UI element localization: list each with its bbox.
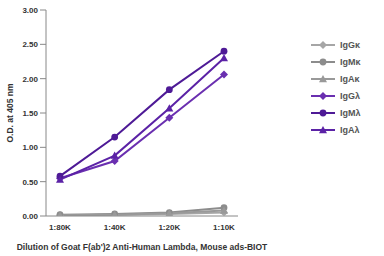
svg-text:1:10K: 1:10K <box>213 223 235 232</box>
svg-text:1:20K: 1:20K <box>158 223 180 232</box>
svg-text:2.50: 2.50 <box>22 40 38 49</box>
svg-text:0.50: 0.50 <box>22 178 38 187</box>
svg-text:1.00: 1.00 <box>22 143 38 152</box>
svg-text:3.00: 3.00 <box>22 6 38 15</box>
svg-text:1:80K: 1:80K <box>49 223 71 232</box>
html-text:IgGκ: IgGκ <box>340 39 360 50</box>
html-text:IgAλ: IgAλ <box>340 124 360 135</box>
html-text:IgMκ: IgMκ <box>340 56 361 67</box>
svg-text:Dilution of Goat F(ab')2 Anti-: Dilution of Goat F(ab')2 Anti-Human Lamb… <box>17 242 268 252</box>
svg-text:0.00: 0.00 <box>22 212 38 221</box>
svg-text:O.D. at 405 nm: O.D. at 405 nm <box>8 83 15 142</box>
svg-text:1:40K: 1:40K <box>104 223 126 232</box>
html-text:IgAκ: IgAκ <box>340 73 360 84</box>
svg-text:1.50: 1.50 <box>22 109 38 118</box>
html-text:IgMλ: IgMλ <box>340 107 361 118</box>
svg-text:2.00: 2.00 <box>22 75 38 84</box>
html-text:IgGλ: IgGλ <box>340 90 360 101</box>
